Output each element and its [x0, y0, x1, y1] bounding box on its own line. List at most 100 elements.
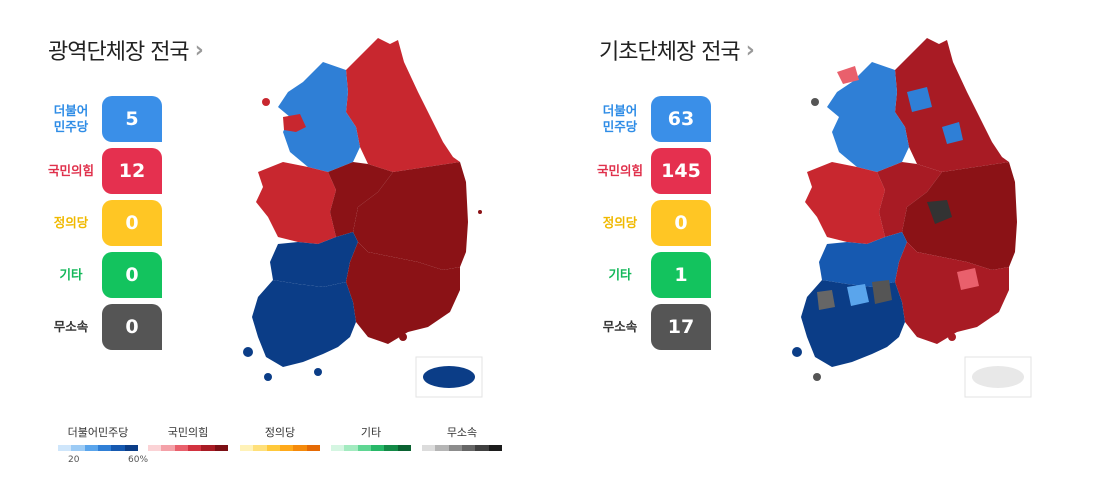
party-label: 국민의힘 [40, 163, 102, 179]
map-region-incheon[interactable] [283, 114, 306, 132]
map-island [264, 373, 272, 381]
legend-item: 국민의힘 [148, 424, 228, 451]
map-region-chungnam[interactable] [256, 162, 336, 244]
map-region-jeju[interactable] [972, 366, 1024, 388]
seat-count-badge: 17 [651, 304, 711, 350]
metro-party-row[interactable]: 국민의힘 12 [40, 148, 162, 194]
party-label-line: 국민의힘 [596, 163, 643, 178]
seat-count-badge: 0 [102, 252, 162, 298]
metro-party-row[interactable]: 기타 0 [40, 252, 162, 298]
legend-label: 기타 [360, 426, 382, 439]
metro-party-row[interactable]: 더불어 민주당 5 [40, 96, 162, 142]
legend-item: 기타 [331, 424, 411, 451]
party-label: 정의당 [589, 215, 651, 231]
legend-item: 더불어민주당 [58, 424, 138, 451]
map-district [927, 200, 952, 224]
color-legend: 더불어민주당 국민의힘 정의당 기타 무소속 20 60% [56, 424, 526, 465]
metro-title-text: 광역단체장 전국 [48, 40, 190, 65]
metro-panel-title[interactable]: 광역단체장 전국 › [48, 34, 204, 66]
legend-label: 무소속 [446, 426, 478, 439]
map-region-gyeongnam[interactable] [895, 242, 1009, 344]
map-region-gyeongbuk[interactable] [353, 162, 468, 270]
map-district [957, 268, 979, 290]
party-label: 무소속 [589, 319, 651, 335]
metro-party-row[interactable]: 무소속 0 [40, 304, 162, 350]
map-region-jeonnam[interactable] [252, 280, 356, 367]
basic-party-row[interactable]: 정의당 0 [589, 200, 711, 246]
map-region-chungbuk[interactable] [328, 162, 393, 237]
map-district [837, 66, 859, 84]
map-island [262, 98, 270, 106]
seat-count-badge: 0 [102, 304, 162, 350]
seat-count-badge: 1 [651, 252, 711, 298]
map-district [942, 122, 963, 144]
legend-gradient-bar [148, 445, 228, 451]
party-label: 무소속 [40, 319, 102, 335]
map-region-jeju[interactable] [423, 366, 475, 388]
party-label-line: 무소속 [602, 319, 638, 334]
party-label-line: 민주당 [53, 119, 89, 134]
party-label-line: 더불어 [602, 103, 638, 118]
basic-party-row[interactable]: 기타 1 [589, 252, 711, 298]
metro-map [243, 38, 483, 398]
party-label: 더불어 민주당 [589, 103, 651, 135]
map-island [811, 98, 819, 106]
seat-count-badge: 0 [102, 200, 162, 246]
map-region-jeonbuk[interactable] [270, 232, 358, 287]
party-label: 기타 [40, 267, 102, 283]
basic-party-row[interactable]: 국민의힘 145 [589, 148, 711, 194]
chevron-right-icon: › [745, 37, 755, 63]
seat-count-badge: 12 [102, 148, 162, 194]
legend-scale-min: 20 [68, 455, 80, 465]
map-region-gangwon[interactable] [346, 38, 460, 172]
map-district [847, 284, 869, 306]
party-label: 기타 [589, 267, 651, 283]
party-label-line: 민주당 [602, 119, 638, 134]
legend-gradient-bar [331, 445, 411, 451]
map-island [399, 333, 407, 341]
basic-title-text: 기초단체장 전국 [599, 40, 741, 65]
party-label-line: 기타 [608, 267, 632, 282]
map-district [907, 87, 932, 112]
seat-count-badge: 5 [102, 96, 162, 142]
party-label-line: 국민의힘 [47, 163, 94, 178]
chevron-right-icon: › [194, 37, 204, 63]
map-island [478, 210, 482, 214]
map-island [792, 347, 802, 357]
map-district [872, 280, 892, 304]
map-region-gangwon[interactable] [895, 38, 1009, 172]
basic-panel-title[interactable]: 기초단체장 전국 › [599, 34, 755, 66]
metro-party-row[interactable]: 정의당 0 [40, 200, 162, 246]
legend-item: 무소속 [422, 424, 502, 451]
seat-count-badge: 63 [651, 96, 711, 142]
map-region-gyeonggi[interactable] [278, 62, 360, 172]
legend-gradient-bar [240, 445, 320, 451]
map-island [813, 373, 821, 381]
seat-count-badge: 0 [651, 200, 711, 246]
party-label: 정의당 [40, 215, 102, 231]
map-region-chungnam[interactable] [805, 162, 885, 244]
legend-gradient-bar [58, 445, 138, 451]
map-region-jeonbuk[interactable] [819, 232, 907, 287]
basic-party-row[interactable]: 무소속 17 [589, 304, 711, 350]
basic-map [792, 38, 1032, 398]
party-label: 더불어 민주당 [40, 103, 102, 135]
jeju-inset [415, 356, 483, 398]
map-region-chungbuk[interactable] [877, 162, 942, 237]
party-label: 국민의힘 [589, 163, 651, 179]
party-label-line: 기타 [59, 267, 83, 282]
legend-item: 정의당 [240, 424, 320, 451]
basic-party-row[interactable]: 더불어 민주당 63 [589, 96, 711, 142]
party-label-line: 더불어 [53, 103, 89, 118]
legend-label: 더불어민주당 [67, 426, 129, 439]
map-region-gyeonggi[interactable] [827, 62, 909, 172]
map-region-gyeongbuk[interactable] [902, 162, 1017, 270]
basic-panel: 기초단체장 전국 › 더불어 민주당 63 국민의힘 145 정의당 0 기타 1 무소속 17 [549, 0, 1098, 499]
map-region-gyeongnam[interactable] [346, 242, 460, 344]
jeju-inset [964, 356, 1032, 398]
map-island [948, 333, 956, 341]
party-label-line: 정의당 [602, 215, 638, 230]
metro-panel: 광역단체장 전국 › 더불어 민주당 5 국민의힘 12 정의당 0 기타 0 무소속 0 [40, 34, 483, 398]
legend-gradient-bar [422, 445, 502, 451]
seat-count-badge: 145 [651, 148, 711, 194]
